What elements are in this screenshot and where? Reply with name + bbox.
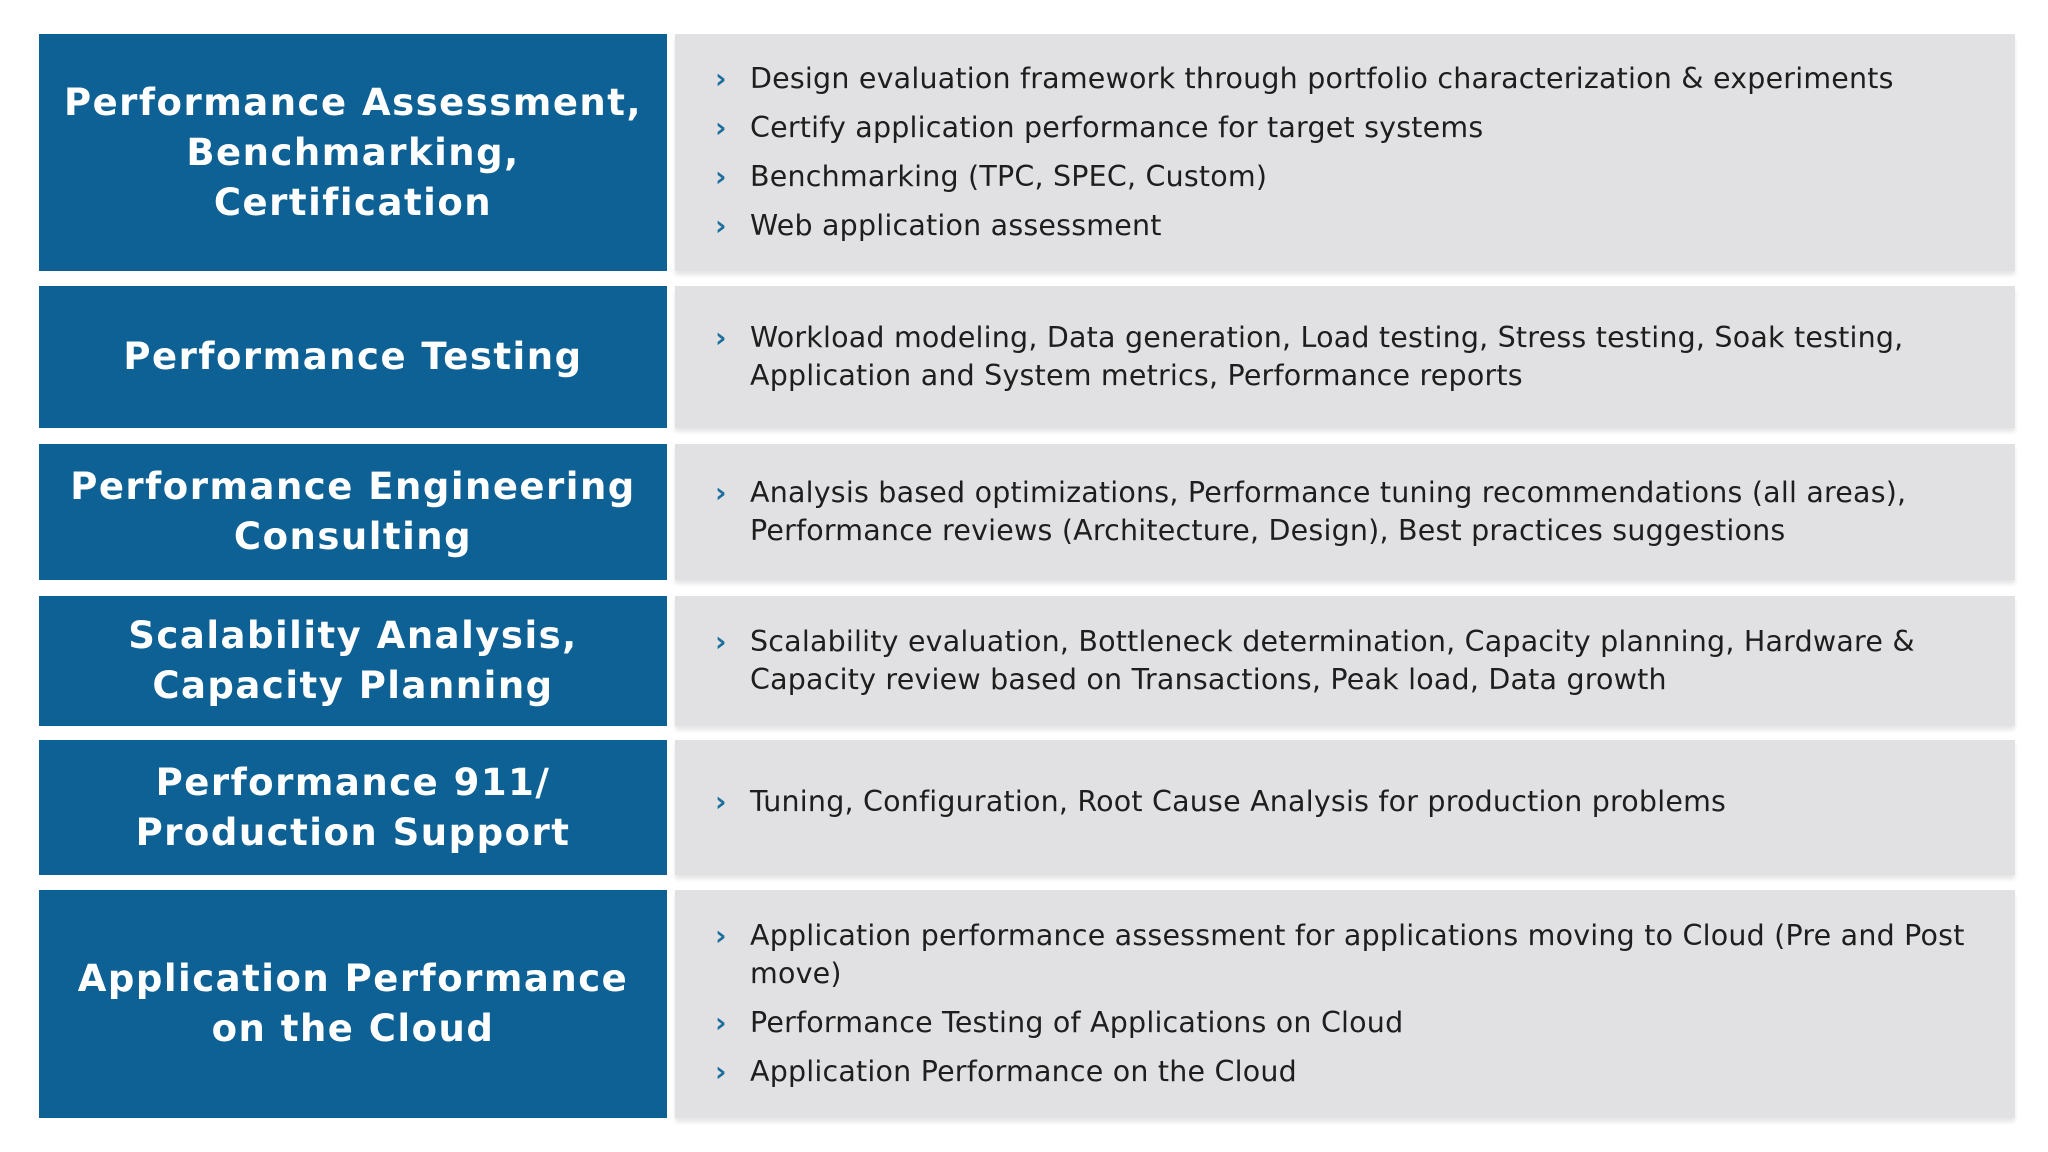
category-box: Application Performance on the Cloud: [39, 890, 667, 1118]
chevron-right-icon: ›: [715, 111, 727, 144]
service-row: Scalability Analysis, Capacity Planning …: [39, 596, 2015, 726]
bullet-list: › Tuning, Configuration, Root Cause Analy…: [715, 783, 1965, 821]
service-row: Performance Assessment, Benchmarking, Ce…: [39, 34, 2015, 271]
bullet-item: › Application performance assessment for …: [715, 917, 1965, 993]
bullet-item: › Workload modeling, Data generation, Loa…: [715, 319, 1965, 395]
bullet-text: Analysis based optimizations, Performanc…: [750, 476, 1907, 547]
bullet-text: Workload modeling, Data generation, Load…: [750, 321, 1904, 392]
chevron-right-icon: ›: [715, 476, 727, 509]
bullet-item: › Design evaluation framework through por…: [715, 60, 1965, 98]
category-title: Performance Testing: [123, 335, 583, 378]
category-title: Performance 911/ Production Support: [135, 760, 571, 854]
service-row: Performance 911/ Production Support › Tun…: [39, 740, 2015, 875]
category-box: Performance Engineering Consulting: [39, 444, 667, 580]
category-title: Application Performance on the Cloud: [77, 957, 629, 1050]
bullet-text: Certify application performance for targ…: [750, 111, 1484, 144]
bullet-item: › Benchmarking (TPC, SPEC, Custom): [715, 158, 1965, 196]
bullet-list: › Workload modeling, Data generation, Loa…: [715, 319, 1965, 395]
bullet-item: › Analysis based optimizations, Performan…: [715, 474, 1965, 550]
category-box: Performance Assessment, Benchmarking, Ce…: [39, 34, 667, 271]
chevron-right-icon: ›: [715, 785, 727, 818]
bullet-item: › Scalability evaluation, Bottleneck dete…: [715, 623, 1965, 699]
category-title: Performance Assessment, Benchmarking, Ce…: [63, 80, 643, 224]
service-row: Performance Engineering Consulting › Anal…: [39, 444, 2015, 580]
bullet-list: › Application performance assessment for …: [715, 917, 1965, 1091]
description-box: › Design evaluation framework through por…: [675, 34, 2015, 271]
chevron-right-icon: ›: [715, 62, 727, 95]
bullet-text: Benchmarking (TPC, SPEC, Custom): [750, 160, 1268, 193]
category-box: Performance Testing: [39, 286, 667, 428]
chevron-right-icon: ›: [715, 321, 727, 354]
category-box: Performance 911/ Production Support: [39, 740, 667, 875]
chevron-right-icon: ›: [715, 1006, 727, 1039]
chevron-right-icon: ›: [715, 625, 727, 658]
bullet-item: › Application Performance on the Cloud: [715, 1053, 1965, 1091]
bullet-text: Web application assessment: [750, 209, 1162, 242]
bullet-list: › Analysis based optimizations, Performan…: [715, 474, 1965, 550]
bullet-item: › Performance Testing of Applications on …: [715, 1004, 1965, 1042]
bullet-text: Design evaluation framework through port…: [750, 62, 1894, 95]
bullet-text: Tuning, Configuration, Root Cause Analys…: [750, 785, 1727, 818]
bullet-item: › Web application assessment: [715, 207, 1965, 245]
category-title: Scalability Analysis, Capacity Planning: [128, 614, 578, 707]
bullet-text: Performance Testing of Applications on C…: [750, 1006, 1404, 1039]
description-box: › Workload modeling, Data generation, Loa…: [675, 286, 2015, 428]
chevron-right-icon: ›: [715, 1055, 727, 1088]
bullet-text: Application performance assessment for a…: [750, 919, 1965, 990]
bullet-text: Application Performance on the Cloud: [750, 1055, 1297, 1088]
service-row: Application Performance on the Cloud › Ap…: [39, 890, 2015, 1118]
description-box: › Tuning, Configuration, Root Cause Analy…: [675, 740, 2015, 875]
chevron-right-icon: ›: [715, 160, 727, 193]
description-box: › Analysis based optimizations, Performan…: [675, 444, 2015, 580]
bullet-item: › Certify application performance for tar…: [715, 109, 1965, 147]
category-box: Scalability Analysis, Capacity Planning: [39, 596, 667, 726]
bullet-list: › Scalability evaluation, Bottleneck dete…: [715, 623, 1965, 699]
description-box: › Application performance assessment for …: [675, 890, 2015, 1118]
chevron-right-icon: ›: [715, 209, 727, 242]
bullet-list: › Design evaluation framework through por…: [715, 60, 1965, 245]
service-row: Performance Testing › Workload modeling, …: [39, 286, 2015, 428]
category-title: Performance Engineering Consulting: [70, 465, 636, 558]
chevron-right-icon: ›: [715, 919, 727, 952]
description-box: › Scalability evaluation, Bottleneck dete…: [675, 596, 2015, 726]
bullet-text: Scalability evaluation, Bottleneck deter…: [750, 625, 1915, 696]
bullet-item: › Tuning, Configuration, Root Cause Analy…: [715, 783, 1965, 821]
